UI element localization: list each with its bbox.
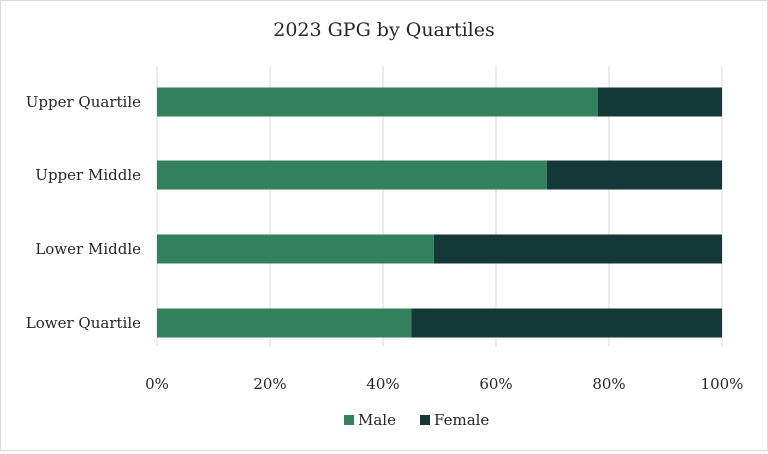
legend-swatch xyxy=(420,415,430,425)
legend-swatch xyxy=(344,415,354,425)
category-labels: Upper Quartile Upper Middle Lower Middle Lo… xyxy=(26,93,141,332)
bar-female-lower-middle xyxy=(433,234,722,264)
legend-label: Female xyxy=(434,411,489,429)
bar-female-upper-quartile xyxy=(597,87,722,117)
x-tick-label: 20% xyxy=(253,375,286,393)
bar-male-upper-middle xyxy=(157,160,547,190)
x-tick-label: 100% xyxy=(701,375,744,393)
category-label: Lower Middle xyxy=(35,240,141,258)
category-label: Upper Middle xyxy=(35,166,141,184)
bar-female-upper-middle xyxy=(546,160,722,190)
legend-label: Male xyxy=(358,411,396,429)
x-tick-labels: 0% 20% 40% 60% 80% 100% xyxy=(145,375,743,393)
legend-item-female[interactable]: Female xyxy=(420,411,489,429)
bar-male-lower-quartile xyxy=(157,308,412,338)
x-tick-label: 40% xyxy=(366,375,399,393)
category-label: Upper Quartile xyxy=(26,93,141,111)
x-tick-label: 0% xyxy=(145,375,169,393)
x-tick-label: 80% xyxy=(592,375,625,393)
bar-male-upper-quartile xyxy=(157,87,598,117)
category-label: Lower Quartile xyxy=(26,314,141,332)
legend[interactable]: Male Female xyxy=(344,411,489,429)
legend-item-male[interactable]: Male xyxy=(344,411,396,429)
bars xyxy=(157,87,722,338)
x-tick-label: 60% xyxy=(479,375,512,393)
bar-male-lower-middle xyxy=(157,234,434,264)
chart-title: 2023 GPG by Quartiles xyxy=(273,19,495,41)
bar-female-lower-quartile xyxy=(411,308,722,338)
